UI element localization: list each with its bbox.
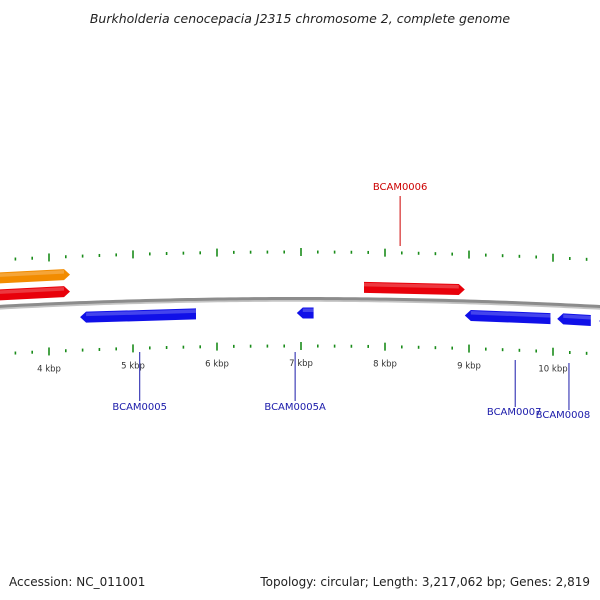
gene-arrow <box>364 281 465 295</box>
gene-highlight <box>302 308 314 313</box>
gene-label-bcam0008: BCAM0008 <box>536 410 591 421</box>
accession-text: Accession: NC_011001 <box>9 575 146 589</box>
gene-highlight <box>563 314 591 320</box>
label-layer: BCAM0005 BCAM0005A BCAM0006 BCAM0007BCAM000… <box>112 182 590 421</box>
gene-highlight <box>0 287 64 294</box>
gene-arrow <box>80 308 196 323</box>
backbone-line <box>0 297 600 309</box>
gene-highlight <box>364 282 459 289</box>
gene-arrow <box>296 307 314 319</box>
scale-label: 9 kbp <box>457 362 481 372</box>
gene-label-bcam0005a: BCAM0005A <box>264 402 326 413</box>
gene-arrow <box>0 286 70 301</box>
scale-label: 6 kbp <box>205 360 229 370</box>
scale-label: 5 kbp <box>121 361 145 371</box>
gene-label-bcam0006: BCAM0006 <box>373 182 428 193</box>
gene-arrow <box>0 269 70 284</box>
scale-label: 8 kbp <box>373 360 397 370</box>
gene-bcam0005a <box>296 307 314 319</box>
gene-highlight <box>86 309 196 317</box>
gene-arrow <box>557 313 591 327</box>
tick-layer: 4 kbp 5 kbp 6 kbp 7 kbp 8 kbp 9 kbp 10 kbp <box>14 248 588 375</box>
gene-orange-feature <box>0 269 70 284</box>
map-title: Burkholderia cenocepacia J2315 chromosom… <box>89 11 511 26</box>
gene-bcam0008 <box>557 313 591 327</box>
gene-label-bcam0007: BCAM0007 <box>487 407 542 418</box>
gene-label-bcam0005: BCAM0005 <box>112 402 167 413</box>
gene-bcam0005 <box>80 308 196 323</box>
backbone-layer <box>0 297 600 310</box>
gene-bcam0007 <box>464 309 551 325</box>
scale-label: 7 kbp <box>289 359 313 369</box>
gene-arrow <box>464 309 551 325</box>
scale-label: 4 kbp <box>37 364 61 374</box>
scale-label: 10 kbp <box>538 365 567 375</box>
gene-bcam0006 <box>364 281 465 295</box>
gene-highlight <box>0 270 64 277</box>
gene-highlight <box>470 310 551 318</box>
gene-red-feature-left <box>0 286 70 301</box>
feature-layer <box>0 269 600 327</box>
genome-summary-text: Topology: circular; Length: 3,217,062 bp… <box>260 575 590 589</box>
